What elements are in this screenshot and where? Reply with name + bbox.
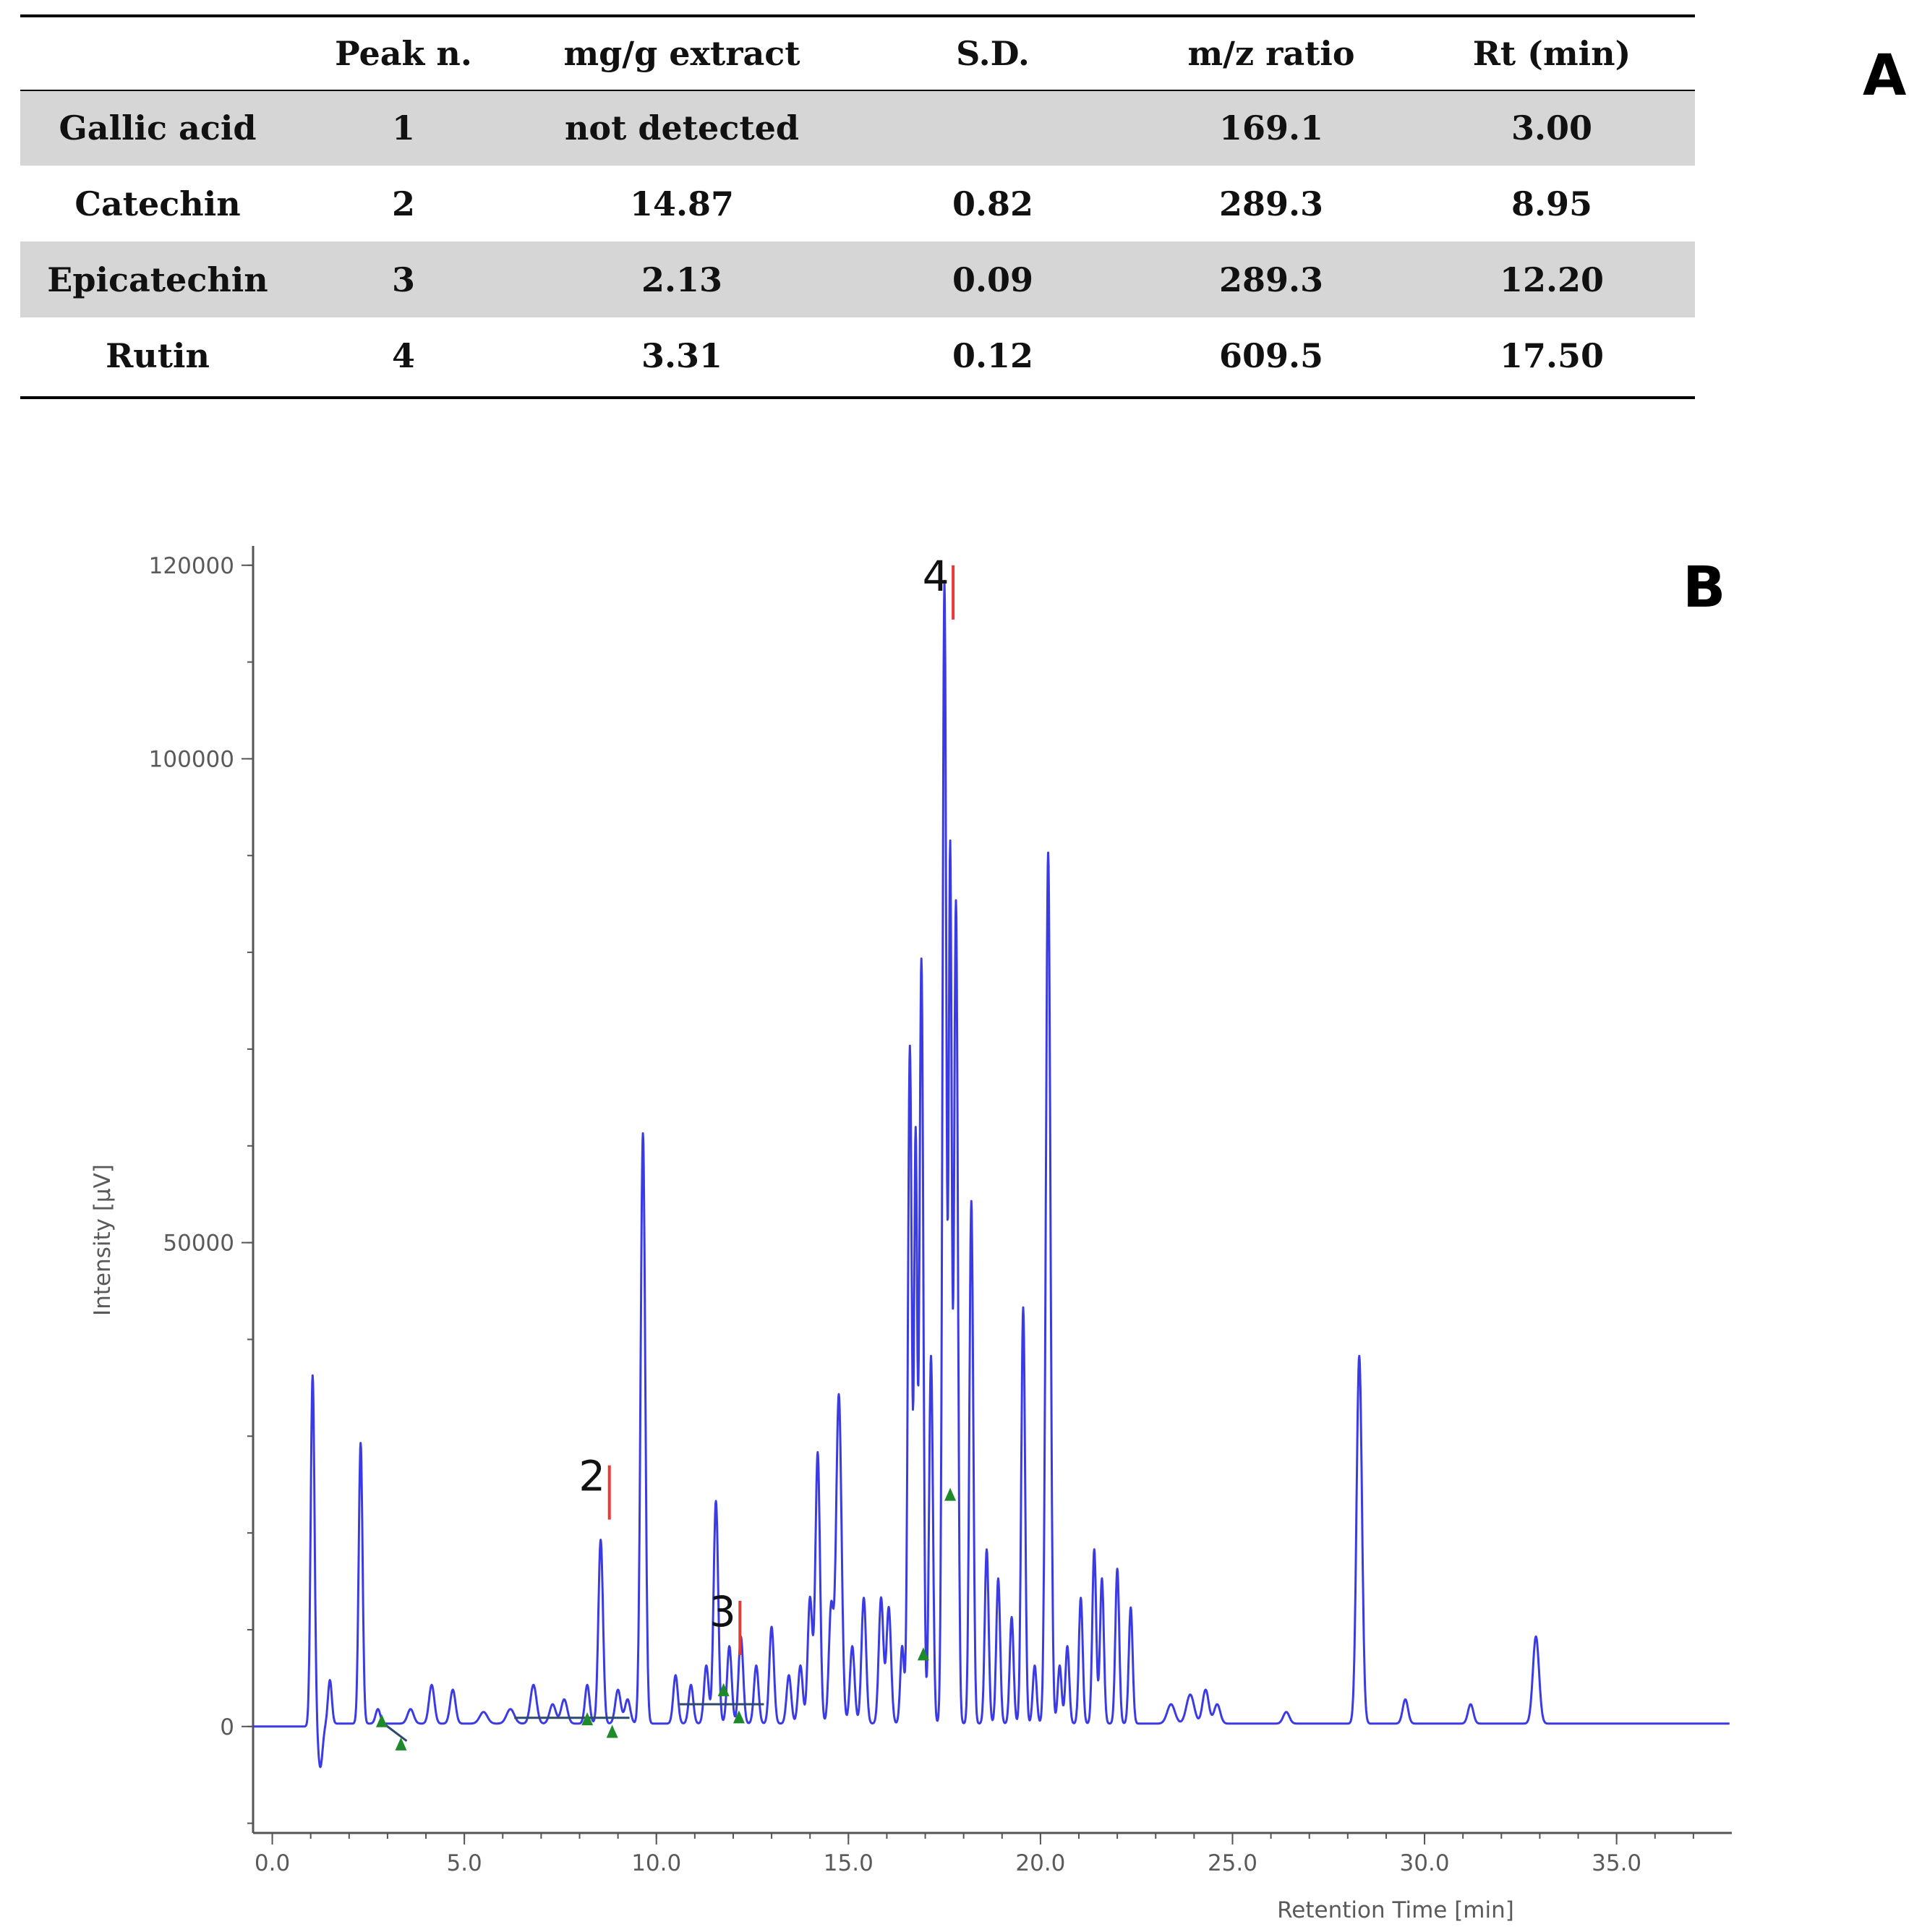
cell-mg-extract: 14.87 xyxy=(629,184,735,223)
cell-sd: 0.82 xyxy=(952,184,1034,223)
x-tick-label: 20.0 xyxy=(1015,1850,1065,1876)
cell-mz: 609.5 xyxy=(1218,335,1324,375)
table-row: Gallic acid 1 not detected 169.1 3.00 xyxy=(20,90,1695,166)
x-tick-label: 0.0 xyxy=(255,1850,290,1876)
cell-peak: 2 xyxy=(391,184,415,223)
y-tick-label: 120000 xyxy=(149,553,234,579)
cell-peak: 3 xyxy=(295,241,512,317)
table-bottom-rule xyxy=(20,396,1695,399)
table-header-row: Peak n. mg/g extract S.D. m/z ratio Rt (… xyxy=(20,17,1695,90)
cell-mz: 289.3 xyxy=(1134,241,1409,317)
table-row: Epicatechin 3 2.13 0.09 289.3 12.20 xyxy=(20,241,1695,317)
cell-sd xyxy=(852,90,1134,166)
cell-rt: 12.20 xyxy=(1409,241,1695,317)
cell-compound: Epicatechin xyxy=(20,241,295,317)
table-row: Rutin 4 3.31 0.12 609.5 17.50 xyxy=(20,317,1695,393)
peak-number-label: 4 xyxy=(923,552,949,601)
header-mz: m/z ratio xyxy=(1187,34,1355,73)
x-tick-label: 35.0 xyxy=(1592,1850,1641,1876)
cell-rt: 8.95 xyxy=(1511,184,1593,223)
cell-compound: Rutin xyxy=(106,335,210,375)
integration-marker xyxy=(917,1647,929,1661)
panel-letter-b: B xyxy=(1683,555,1726,620)
integration-marker xyxy=(581,1712,594,1726)
cell-sd: 0.09 xyxy=(852,241,1134,317)
peak-annotations: 4 2 3 xyxy=(375,552,957,1751)
chart-axes: 0 50000 100000 120000 0.0 5.0 10.0 15.0 20.0 25.0… xyxy=(149,546,1732,1876)
header-mg-extract: mg/g extract xyxy=(563,34,800,73)
integration-marker xyxy=(375,1714,388,1727)
x-tick-label: 5.0 xyxy=(446,1850,482,1876)
results-table: Peak n. mg/g extract S.D. m/z ratio Rt (… xyxy=(20,17,1695,393)
panel-letter-a: A xyxy=(1863,43,1907,108)
peak-number-label: 2 xyxy=(578,1452,605,1501)
table-row: Catechin 2 14.87 0.82 289.3 8.95 xyxy=(20,166,1695,241)
cell-mz: 289.3 xyxy=(1218,184,1324,223)
cell-rt: 17.50 xyxy=(1499,335,1605,375)
table-header-rule xyxy=(20,90,1695,91)
cell-mg-extract: 2.13 xyxy=(512,241,852,317)
peak-number-label: 3 xyxy=(709,1587,736,1636)
cell-peak: 1 xyxy=(295,90,512,166)
chromatogram-trace-group xyxy=(252,580,1730,1769)
y-tick-label: 50000 xyxy=(163,1231,234,1257)
integration-marker xyxy=(717,1683,730,1696)
y-tick-label: 0 xyxy=(220,1714,234,1740)
integration-marker xyxy=(606,1724,618,1738)
table-top-rule xyxy=(20,14,1695,17)
chromatogram-trace xyxy=(252,580,1730,1769)
header-peak: Peak n. xyxy=(335,34,472,73)
x-tick-label: 30.0 xyxy=(1400,1850,1450,1876)
x-tick-label: 10.0 xyxy=(631,1850,681,1876)
cell-compound: Catechin xyxy=(74,184,241,223)
cell-mg-extract: not detected xyxy=(512,90,852,166)
x-tick-label: 15.0 xyxy=(824,1850,874,1876)
integration-marker xyxy=(395,1737,407,1751)
y-axis-title: Intensity [µV] xyxy=(90,1164,116,1316)
cell-compound: Gallic acid xyxy=(20,90,295,166)
integration-marker xyxy=(944,1487,957,1501)
cell-peak: 4 xyxy=(391,335,415,375)
x-axis-title: Retention Time [min] xyxy=(1277,1897,1514,1923)
y-tick-label: 100000 xyxy=(149,746,234,772)
header-rt: Rt (min) xyxy=(1472,34,1631,73)
x-tick-label: 25.0 xyxy=(1208,1850,1257,1876)
header-sd: S.D. xyxy=(956,34,1030,73)
cell-mz: 169.1 xyxy=(1134,90,1409,166)
cell-sd: 0.12 xyxy=(952,335,1034,375)
cell-rt: 3.00 xyxy=(1409,90,1695,166)
cell-mg-extract: 3.31 xyxy=(641,335,723,375)
integration-marker xyxy=(733,1710,745,1724)
